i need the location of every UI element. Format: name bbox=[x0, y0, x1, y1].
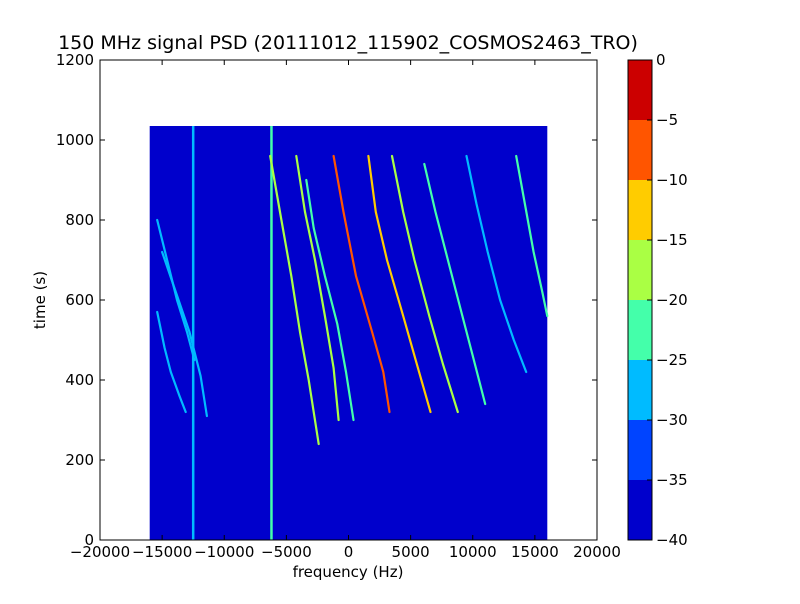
doppler-trace bbox=[367, 154, 432, 414]
doppler-trace bbox=[515, 154, 549, 318]
colorbar-segment bbox=[628, 300, 652, 360]
y-tick-label: 200 bbox=[65, 451, 94, 469]
y-tick-label: 0 bbox=[84, 531, 94, 549]
doppler-trace bbox=[295, 154, 340, 422]
y-tick-label: 1000 bbox=[56, 131, 94, 149]
colorbar: 0 −5 −10 −15 −20 −25 −30 −35 −40 bbox=[627, 51, 688, 549]
colorbar-segment bbox=[628, 180, 652, 240]
colorbar-tick-label: −30 bbox=[656, 411, 688, 429]
y-tick-label: 400 bbox=[65, 371, 94, 389]
x-tick-label: 15000 bbox=[511, 543, 559, 561]
colorbar-segment bbox=[628, 480, 652, 540]
x-tick-label: −5000 bbox=[261, 543, 312, 561]
colorbar-tick-label: −5 bbox=[656, 111, 678, 129]
heatmap-background bbox=[149, 126, 548, 540]
doppler-trace bbox=[305, 178, 355, 422]
colorbar-tick-label: 0 bbox=[656, 51, 666, 69]
x-axis: −20000 −15000 −10000 −5000 0 5000 10000 15000 20… bbox=[70, 60, 621, 561]
x-tick-label: 0 bbox=[344, 543, 354, 561]
x-axis-label: frequency (Hz) bbox=[293, 563, 404, 581]
doppler-trace bbox=[390, 154, 459, 414]
doppler-trace bbox=[269, 154, 320, 446]
doppler-trace bbox=[156, 218, 196, 362]
colorbar-segment bbox=[628, 360, 652, 420]
colorbar-segment bbox=[628, 240, 652, 300]
x-tick-label: 10000 bbox=[449, 543, 497, 561]
chart-title: 150 MHz signal PSD (20111012_115902_COSM… bbox=[58, 32, 638, 54]
x-tick-label: −15000 bbox=[132, 543, 192, 561]
x-tick-label: −20000 bbox=[70, 543, 130, 561]
colorbar-tick-label: −25 bbox=[656, 351, 688, 369]
colorbar-segment bbox=[628, 120, 652, 180]
x-tick-label: 5000 bbox=[392, 543, 430, 561]
x-tick-label: −10000 bbox=[194, 543, 254, 561]
doppler-trace bbox=[423, 162, 487, 406]
doppler-trace bbox=[465, 154, 528, 374]
doppler-trace bbox=[332, 154, 391, 414]
y-tick-label: 600 bbox=[65, 291, 94, 309]
y-axis: 0 200 400 600 800 1000 1200 bbox=[56, 51, 597, 549]
colorbar-tick-label: −15 bbox=[656, 231, 688, 249]
colorbar-tick-label: −35 bbox=[656, 471, 688, 489]
colorbar-segment bbox=[628, 60, 652, 120]
y-tick-label: 1200 bbox=[56, 51, 94, 69]
y-axis-label: time (s) bbox=[31, 271, 49, 329]
colorbar-segment bbox=[628, 420, 652, 480]
doppler-trace bbox=[156, 310, 187, 414]
doppler-trace bbox=[161, 250, 208, 418]
plot-area bbox=[149, 126, 549, 540]
x-tick-label: 20000 bbox=[573, 543, 621, 561]
y-tick-label: 800 bbox=[65, 211, 94, 229]
colorbar-tick-label: −20 bbox=[656, 291, 688, 309]
colorbar-tick-label: −40 bbox=[656, 531, 688, 549]
colorbar-tick-label: −10 bbox=[656, 171, 688, 189]
